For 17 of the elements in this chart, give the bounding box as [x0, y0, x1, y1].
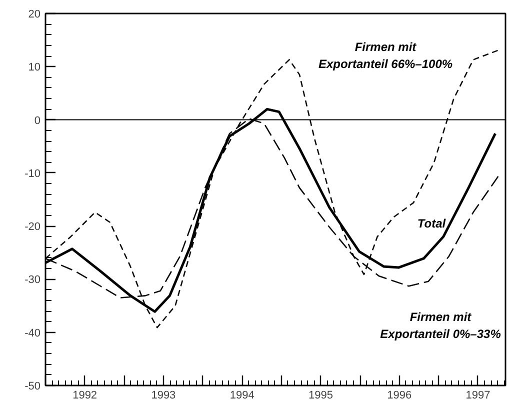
y-tick-label: 20 — [28, 8, 41, 20]
x-tick-label: 1992 — [72, 390, 98, 402]
y-tick-label: -10 — [24, 168, 41, 180]
y-tick-label: -30 — [24, 274, 41, 286]
x-tick-label: 1995 — [308, 390, 333, 402]
series-label: Total — [417, 216, 446, 230]
x-tick-label: 1996 — [387, 390, 412, 402]
x-tick-label: 1997 — [466, 390, 490, 402]
x-tick-label: 1994 — [230, 390, 254, 402]
text: Firmen mit Exportanteil 0%–33% — [380, 310, 502, 341]
y-tick-label: 10 — [28, 62, 41, 74]
y-tick-label: -20 — [24, 221, 41, 234]
series-label: Firmen mit Exportanteil 66%–100% — [318, 40, 453, 71]
y-tick-label: -50 — [24, 380, 41, 392]
x-tick-label: 1993 — [151, 390, 176, 402]
y-tick-label: 0 — [34, 114, 41, 127]
y-tick-label: -40 — [24, 327, 41, 340]
